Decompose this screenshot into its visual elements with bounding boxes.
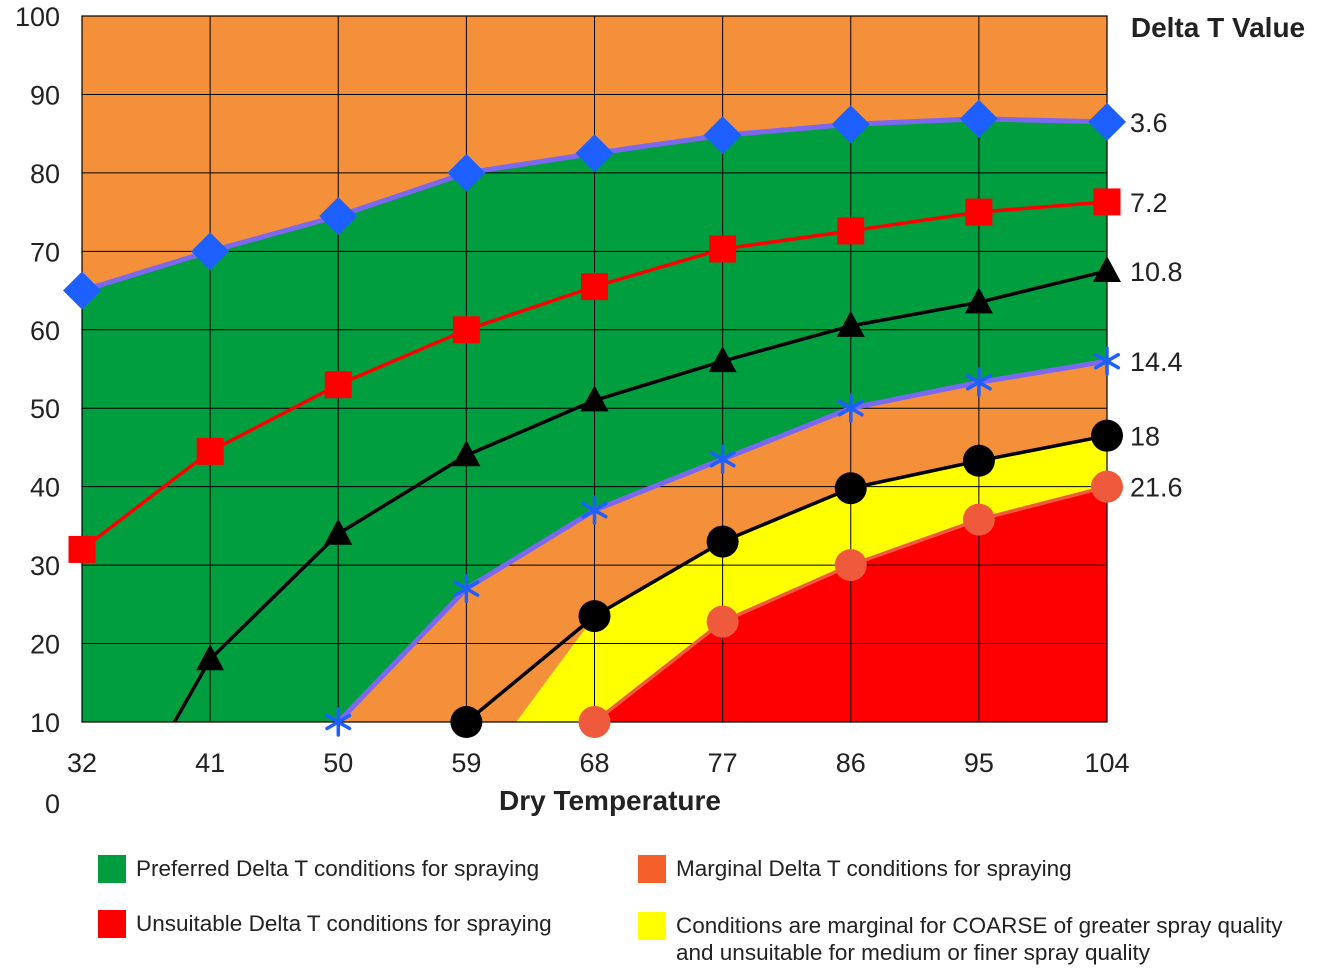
series-point-18-0 — [450, 706, 483, 738]
series-point-21.6-0 — [578, 706, 611, 738]
series-point-21.6-4 — [1091, 470, 1123, 503]
series-point-3.6-5 — [703, 116, 742, 155]
series-point-3.6-6 — [831, 105, 870, 144]
series-point-3.6-4 — [575, 134, 614, 173]
series-point-3.6-2 — [319, 197, 358, 236]
x-axis-title: Dry Temperature — [499, 785, 721, 816]
series-label-3.6: 3.6 — [1130, 108, 1168, 138]
series-18: 18 — [450, 419, 1160, 738]
y-tick-label-100: 100 — [15, 2, 60, 32]
delta-t-series: 3.6 7.2 10.8 14.4 18 21.6 — [63, 99, 1183, 738]
series-point-14.4-2 — [581, 495, 608, 525]
series-label-18: 18 — [1130, 422, 1160, 452]
series-14.4: 14.4 — [325, 346, 1183, 737]
y-tick-label-80: 80 — [30, 159, 60, 189]
x-tick-label-68: 68 — [579, 748, 609, 778]
series-point-10.8-6 — [836, 310, 865, 337]
series-21.6: 21.6 — [578, 470, 1183, 738]
x-tick-label-95: 95 — [964, 748, 994, 778]
series-point-21.6-1 — [706, 605, 739, 638]
y-tick-label-50: 50 — [30, 394, 60, 424]
series-point-14.4-5 — [965, 367, 992, 398]
series-point-7.2-0 — [68, 535, 96, 563]
y-tick-label-60: 60 — [30, 316, 60, 346]
series-point-18-5 — [1091, 419, 1123, 452]
series-point-10.8-4 — [580, 385, 609, 412]
series-point-14.4-0 — [325, 707, 352, 737]
series-point-14.4-6 — [1093, 346, 1121, 376]
x-tick-label-59: 59 — [451, 748, 481, 778]
series-point-18-4 — [962, 444, 995, 477]
y-tick-label-40: 40 — [30, 473, 60, 503]
axis-ticks: 32 41 50 59 68 77 86 95 104 0 10 20 30 40 50 60 70 80 90 10… — [15, 2, 1130, 819]
series-label-7.2: 7.2 — [1130, 188, 1168, 218]
region-coarse-marginal — [516, 435, 1107, 722]
series-7.2: 7.2 — [68, 188, 1168, 563]
series-line-18 — [465, 433, 1108, 724]
series-point-7.2-5 — [709, 235, 737, 263]
series-point-7.2-2 — [324, 371, 352, 399]
series-point-7.2-3 — [452, 316, 480, 344]
series-point-7.2-4 — [581, 273, 608, 301]
series-label-21.6: 21.6 — [1130, 473, 1183, 503]
series-point-3.6-7 — [959, 99, 998, 138]
x-tick-label-77: 77 — [708, 748, 738, 778]
series-point-10.8-8 — [1093, 255, 1121, 282]
x-tick-label-86: 86 — [836, 748, 866, 778]
x-tick-label-50: 50 — [323, 748, 353, 778]
series-point-3.6-1 — [191, 232, 230, 271]
x-tick-label-104: 104 — [1084, 748, 1129, 778]
y-tick-label-90: 90 — [30, 80, 60, 110]
series-point-21.6-3 — [962, 503, 995, 536]
series-point-14.4-1 — [453, 573, 480, 604]
series-label-14.4: 14.4 — [1130, 347, 1183, 377]
series-point-10.8-5 — [708, 346, 737, 373]
series-point-10.8-3 — [452, 440, 481, 467]
series-point-7.2-1 — [196, 437, 224, 465]
x-tick-label-32: 32 — [67, 748, 97, 778]
series-point-3.6-3 — [447, 153, 486, 192]
series-point-18-2 — [706, 525, 739, 558]
series-point-3.6-0 — [63, 271, 101, 310]
series-10.8: 10.8 — [172, 255, 1183, 723]
series-point-7.2-7 — [965, 198, 993, 226]
series-point-18-3 — [834, 472, 867, 505]
x-tick-label-41: 41 — [195, 748, 225, 778]
series-point-18-1 — [578, 600, 611, 633]
series-point-14.4-3 — [709, 444, 736, 474]
series-point-10.8-1 — [196, 644, 225, 671]
series-point-21.6-2 — [834, 549, 867, 582]
y-tick-label-70: 70 — [30, 237, 60, 267]
series-label-10.8: 10.8 — [1130, 257, 1183, 287]
series-point-7.2-6 — [837, 217, 865, 245]
legend-title: Delta T Value — [1131, 12, 1305, 43]
y-tick-label-0: 0 — [45, 789, 60, 819]
series-point-3.6-8 — [1088, 102, 1126, 141]
series-point-7.2-8 — [1093, 188, 1121, 216]
series-point-10.8-7 — [964, 287, 993, 314]
y-tick-label-20: 20 — [30, 630, 60, 660]
y-tick-label-30: 30 — [30, 551, 60, 581]
y-tick-label-10: 10 — [30, 708, 60, 738]
series-point-10.8-2 — [324, 518, 353, 545]
series-point-14.4-4 — [837, 393, 864, 423]
series-3.6: 3.6 — [63, 99, 1168, 310]
